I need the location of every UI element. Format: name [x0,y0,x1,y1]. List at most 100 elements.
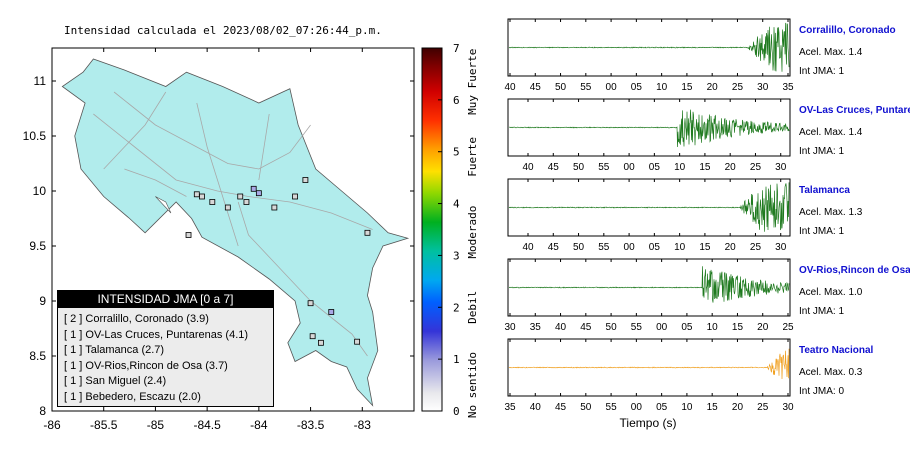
x-tick-label: 30 [775,242,787,253]
station-marker [309,333,316,340]
x-tick-label: 30 [782,402,794,413]
colorbar-tick-label: 2 [453,301,460,314]
waveform-panel: 40 45 50 55 00 05 10 15 20 25 30 OV-Las Cruces, Pun… [507,98,910,173]
colorbar-tick-label: 6 [453,94,460,107]
x-tick-label: 20 [725,242,737,253]
colorbar-category-label: Debil [466,291,479,324]
x-tick-label: 35 [530,322,542,333]
legend-item: [ 1 ] Bebedero, Escazu (2.0) [64,390,201,403]
station-marker [185,232,192,238]
int-jma-label: Int JMA: 1 [799,306,844,317]
waveform-trace [508,348,790,380]
colorbar-tick-label: 3 [453,249,460,262]
int-jma-label: Int JMA: 1 [799,146,844,157]
x-tick-label: 10 [681,402,693,413]
station-marker [209,199,216,205]
station-marker [199,193,205,200]
x-tick-label: 45 [580,322,592,333]
x-tick-label: 25 [757,402,769,413]
road-line [258,113,270,181]
colorbar-category-label: Fuerte [466,137,479,177]
legend-item: [ 2 ] Corralillo, Coronado (3.9) [64,313,209,325]
land-polygon [61,58,410,407]
x-tick-label: 50 [555,82,567,93]
station-marker [193,191,200,198]
x-tick-label: 45 [555,402,567,413]
x-tick-label: 00 [631,402,643,413]
x-tick-label: 20 [732,402,744,413]
x-tick-label: 05 [631,82,643,93]
waveform-panel: 30 35 40 45 50 55 00 05 10 15 20 25 OV-Rios,Rincon d… [504,258,910,333]
x-tick-label: 10 [656,82,668,93]
colorbar-category-label: Muy Fuerte [466,49,479,115]
map-y-axis: 11 10.5 10 9.5 9 8.5 8 [23,74,414,418]
x-tick-label: 50 [573,162,585,173]
station-marker [354,338,361,345]
x-tick-label: -84.5 [193,418,221,432]
station-marker [237,193,244,200]
costa-rica-map [61,58,410,407]
x-tick-label: 40 [522,242,534,253]
map-x-axis: -86 -85.5 -85 -84.5 -84 -83.5 -83 [43,48,371,432]
road-line [103,91,167,170]
station-marker [364,229,371,236]
colorbar-gradient [421,47,443,412]
int-jma-label: Int JMA: 1 [799,66,844,77]
legend-item: [ 1 ] OV-Rios,Rincon de Osa (3.7) [64,359,228,372]
road-line [196,102,239,247]
x-tick-label: 25 [750,162,762,173]
legend-item: [ 1 ] Talamanca (2.7) [64,344,165,356]
y-tick-label: 10 [33,184,47,198]
station-name: Corralillo, Coronado [799,25,896,36]
x-tick-label: 50 [606,322,618,333]
station-name: OV-Rios,Rincon de Osa [799,265,910,276]
road-line [93,113,373,230]
x-tick-label: -83.5 [297,418,325,432]
int-jma-label: Int JMA: 0 [799,386,844,397]
y-tick-label: 10.5 [23,129,47,143]
x-tick-label: 15 [732,322,744,333]
colorbar-category-label: Moderado [466,206,479,259]
station-marker [224,204,231,211]
x-tick-label: 10 [674,242,686,253]
x-tick-label: 45 [548,242,560,253]
intensity-colorbar: 0 1 2 3 4 5 6 7 No sentido Debil Moderado Fuerte Muy… [421,42,479,418]
x-tick-label: 30 [757,82,769,93]
x-tick-label: 10 [707,322,719,333]
colorbar-tick-label: 4 [453,198,460,211]
station-marker [271,204,278,211]
station-marker [243,199,250,205]
x-tick-label: 25 [732,82,744,93]
station-marker [307,300,314,307]
x-tick-label: 55 [598,242,610,253]
acel-max-label: Acel. Max. 1.3 [799,207,863,218]
road-network [93,91,373,357]
x-tick-label: 15 [699,242,711,253]
x-tick-label: 05 [649,242,661,253]
waveform-panel: 40 45 50 55 00 05 10 15 20 25 30 35 Corralillo, Coro… [504,18,896,93]
station-markers [185,177,371,346]
x-tick-label: 30 [775,162,787,173]
colorbar-tick-label: 7 [453,42,460,55]
waveform-panel: 40 45 50 55 00 05 10 15 20 25 30 Talamanca Acel. Max… [507,178,863,253]
x-tick-label: 05 [681,322,693,333]
x-tick-label: -85 [147,418,165,432]
legend-item: [ 1 ] OV-Las Cruces, Puntarenas (4.1) [64,328,249,341]
x-tick-label: 05 [656,402,668,413]
x-tick-label: -84 [250,418,268,432]
station-name: OV-Las Cruces, Puntarenas [799,105,910,116]
y-tick-label: 11 [34,74,47,88]
x-tick-label: 25 [782,322,794,333]
x-tick-label: 20 [757,322,769,333]
station-marker [292,193,298,200]
x-tick-label: 15 [707,402,719,413]
x-tick-label: 55 [598,162,610,173]
waveform-panels: 40 45 50 55 00 05 10 15 20 25 30 35 Corralillo, Coro… [504,18,910,413]
station-marker [318,339,324,346]
y-tick-label: 9.5 [29,239,46,253]
waveform-trace [509,266,790,303]
road-line [124,168,187,197]
x-tick-label: 40 [504,82,516,93]
waveform-panel: 35 40 45 50 55 00 05 10 15 20 25 30 Teatro Nacional A… [504,338,873,413]
